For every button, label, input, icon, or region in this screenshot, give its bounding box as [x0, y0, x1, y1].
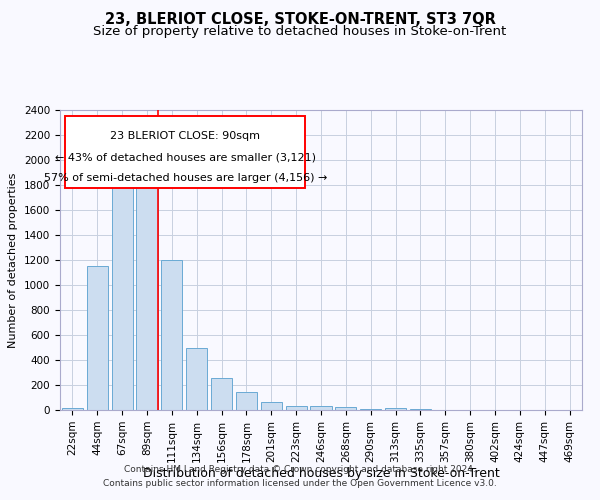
- Text: ← 43% of detached houses are smaller (3,121): ← 43% of detached houses are smaller (3,…: [55, 153, 316, 163]
- Bar: [161, 260, 182, 410]
- Bar: [136, 182, 158, 410]
- Bar: [286, 406, 307, 410]
- Bar: [186, 348, 207, 410]
- Bar: [236, 392, 257, 410]
- Text: 23 BLERIOT CLOSE: 90sqm: 23 BLERIOT CLOSE: 90sqm: [110, 131, 260, 141]
- Bar: [360, 409, 381, 410]
- Bar: [261, 402, 282, 410]
- Y-axis label: Number of detached properties: Number of detached properties: [8, 172, 19, 348]
- Text: 23, BLERIOT CLOSE, STOKE-ON-TRENT, ST3 7QR: 23, BLERIOT CLOSE, STOKE-ON-TRENT, ST3 7…: [104, 12, 496, 28]
- Text: Contains HM Land Registry data © Crown copyright and database right 2024.
Contai: Contains HM Land Registry data © Crown c…: [103, 466, 497, 487]
- Text: Size of property relative to detached houses in Stoke-on-Trent: Size of property relative to detached ho…: [94, 25, 506, 38]
- Bar: [310, 406, 332, 410]
- Bar: [385, 408, 406, 410]
- Bar: [62, 408, 83, 410]
- Bar: [87, 266, 108, 410]
- X-axis label: Distribution of detached houses by size in Stoke-on-Trent: Distribution of detached houses by size …: [143, 468, 499, 480]
- Bar: [335, 407, 356, 410]
- Text: 57% of semi-detached houses are larger (4,156) →: 57% of semi-detached houses are larger (…: [44, 173, 327, 183]
- FancyBboxPatch shape: [65, 116, 305, 188]
- Bar: [211, 378, 232, 410]
- Bar: [112, 166, 133, 410]
